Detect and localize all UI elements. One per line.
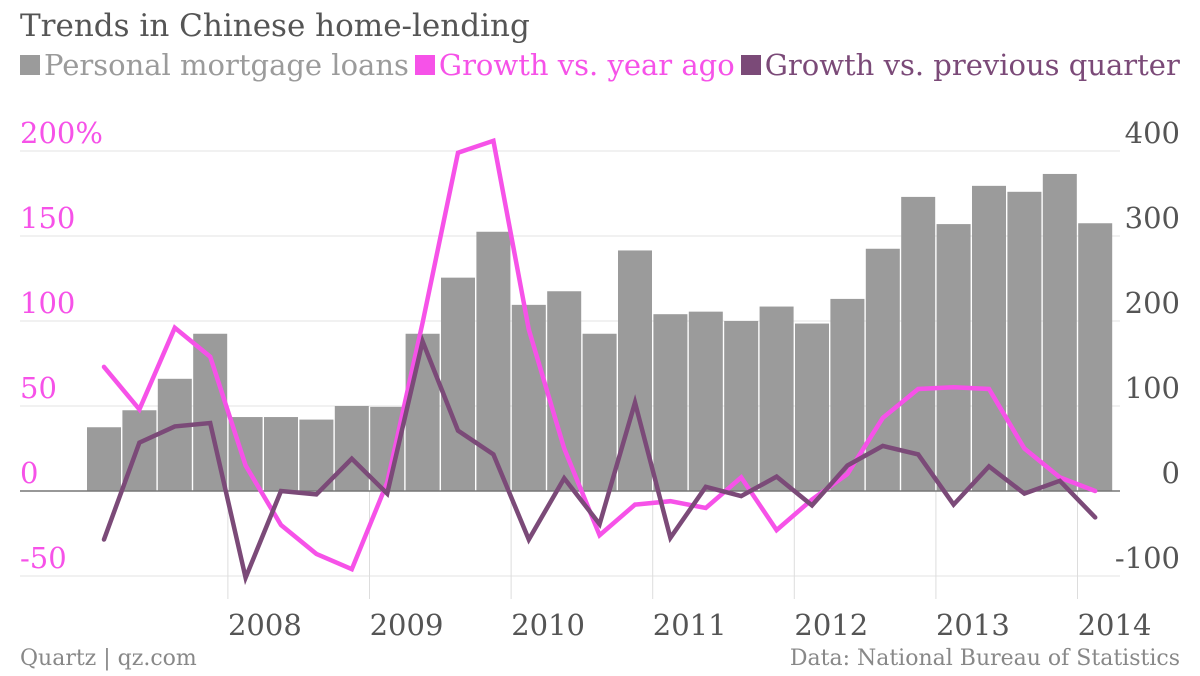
legend-label-yoy: Growth vs. year ago (438, 48, 735, 82)
x-tick-2011: 2011 (653, 608, 727, 642)
legend-label-mortgage: Personal mortgage loans (44, 48, 409, 82)
axis-labels: 200% 150 100 50 0 -50 400 300 200 100 0 -100 2008 200… (20, 116, 1180, 642)
bar-2014-Q1 (1078, 223, 1113, 491)
bar-2012-Q2 (830, 298, 865, 491)
bar-2007-Q3 (157, 378, 192, 491)
left-tick-3: 50 (20, 371, 57, 405)
legend-item-mortgage: Personal mortgage loans (20, 48, 409, 82)
x-tick-2012: 2012 (794, 608, 868, 642)
bar-2013-Q4 (1042, 173, 1077, 491)
x-tick-2014: 2014 (1078, 608, 1152, 642)
bar-2011-Q3 (724, 321, 759, 491)
right-tick-4: 0 (1162, 456, 1180, 490)
chart-title: Trends in Chinese home-lending (20, 8, 530, 44)
x-tick-2009: 2009 (370, 608, 444, 642)
bar-2011-Q2 (688, 311, 723, 491)
bar-2010-Q3 (582, 333, 617, 491)
right-tick-2: 200 (1125, 286, 1180, 320)
bar-2011-Q1 (653, 314, 688, 491)
left-tick-5: -50 (20, 541, 67, 575)
bar-2009-Q2 (405, 333, 440, 491)
bar-2013-Q1 (936, 224, 971, 491)
bar-2010-Q2 (547, 291, 582, 491)
legend: Personal mortgage loans Growth vs. year … (20, 48, 1186, 82)
bar-2013-Q3 (1007, 191, 1042, 492)
bar-2008-Q2 (264, 417, 298, 491)
bar-2008-Q4 (334, 406, 369, 491)
bar-2012-Q4 (901, 196, 936, 491)
bar-2009-Q3 (441, 277, 475, 491)
legend-swatch-qoq (740, 55, 761, 75)
left-tick-1: 150 (20, 201, 75, 235)
legend-swatch-yoy (414, 55, 435, 75)
right-tick-1: 300 (1125, 201, 1180, 235)
right-tick-0: 400 (1125, 116, 1180, 150)
bar-2013-Q2 (972, 185, 1006, 491)
legend-swatch-mortgage (20, 55, 40, 75)
footer-source-right: Data: National Bureau of Statistics (789, 646, 1180, 671)
bar-2007-Q1 (87, 427, 121, 491)
x-tick-2013: 2013 (936, 608, 1010, 642)
x-tick-2008: 2008 (228, 608, 302, 642)
bar-2012-Q1 (795, 323, 829, 491)
legend-item-qoq: Growth vs. previous quarter (740, 48, 1180, 82)
right-tick-3: 100 (1125, 371, 1180, 405)
bar-2008-Q3 (299, 419, 334, 491)
right-tick-5: -100 (1115, 541, 1180, 575)
legend-label-qoq: Growth vs. previous quarter (764, 48, 1180, 82)
x-tick-2010: 2010 (511, 608, 585, 642)
left-tick-0: 200% (20, 116, 103, 150)
left-tick-2: 100 (20, 286, 75, 320)
legend-item-yoy: Growth vs. year ago (414, 48, 735, 82)
bar-2011-Q4 (759, 306, 794, 491)
line-series (101, 137, 1098, 586)
left-tick-4: 0 (20, 456, 38, 490)
footer-source-left: Quartz | qz.com (20, 646, 197, 671)
